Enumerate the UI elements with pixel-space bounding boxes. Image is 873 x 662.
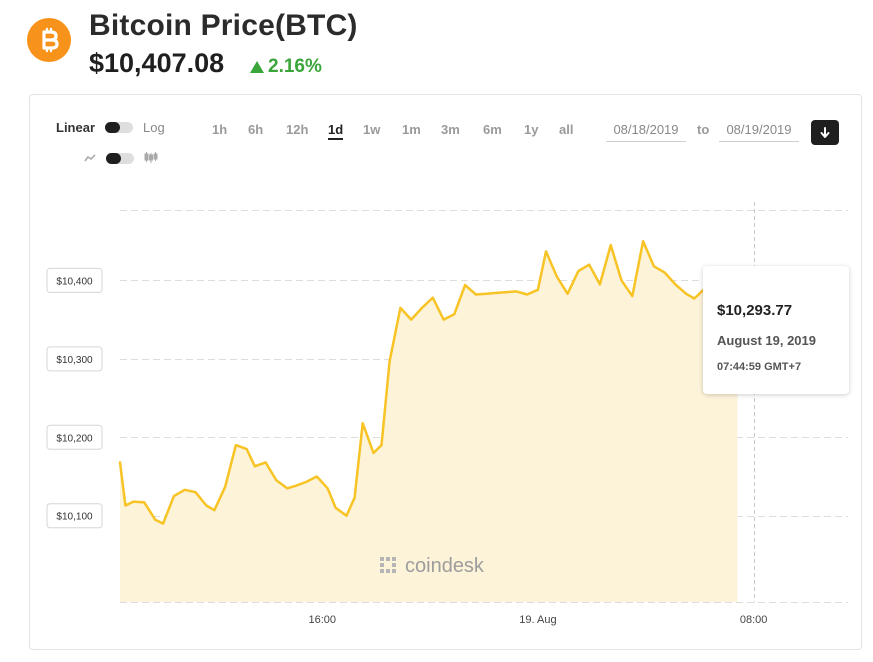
- download-arrow-icon: [820, 126, 830, 138]
- x-tick-label: 19. Aug: [519, 614, 556, 626]
- price-line: [118, 239, 739, 525]
- range-all[interactable]: all: [559, 122, 574, 137]
- chart-type-toggle: [84, 152, 158, 164]
- price-change: 2.16%: [250, 56, 322, 78]
- range-6h[interactable]: 6h: [248, 122, 264, 137]
- candlestick-icon[interactable]: [144, 152, 158, 164]
- range-1h[interactable]: 1h: [212, 122, 228, 137]
- y-tick-box: [46, 267, 103, 293]
- chart-type-switch[interactable]: [106, 152, 134, 164]
- y-axis: $10,100 $10,200 $10,300 $10,400: [46, 267, 103, 529]
- bitcoin-logo: [27, 18, 71, 62]
- range-1m[interactable]: 1m: [402, 122, 421, 137]
- line-chart-icon[interactable]: [84, 153, 96, 163]
- download-button[interactable]: [811, 120, 839, 145]
- x-tick-label: 08:00: [740, 614, 768, 626]
- range-1y[interactable]: 1y: [524, 122, 539, 137]
- x-tick-label: 16:00: [308, 614, 336, 626]
- price-area-fill: [120, 241, 738, 602]
- watermark-text: coindesk: [405, 555, 485, 577]
- scale-toggle-row: Linear Log: [56, 120, 165, 135]
- y-tick: $10,300: [46, 346, 103, 372]
- range-12h[interactable]: 12h: [286, 122, 309, 137]
- date-from-input[interactable]: 08/18/2019: [606, 120, 686, 142]
- y-tick: $10,100: [46, 503, 103, 529]
- scale-switch[interactable]: [105, 122, 134, 133]
- tooltip-price: $10,293.77: [717, 302, 793, 319]
- scale-log-label[interactable]: Log: [143, 120, 165, 135]
- range-1d[interactable]: 1d: [328, 122, 344, 140]
- price-change-value: 2.16%: [268, 56, 322, 77]
- x-axis: 16:00 19. Aug 08:00: [308, 614, 767, 626]
- y-tick-box: [46, 424, 103, 450]
- y-tick-box: [46, 503, 103, 529]
- price-tooltip: $10,293.77 August 19, 2019 07:44:59 GMT+…: [703, 266, 849, 394]
- y-tick-label: $10,100: [56, 512, 93, 523]
- date-to-input[interactable]: 08/19/2019: [719, 120, 799, 142]
- up-triangle-icon: [250, 61, 264, 73]
- page-title: Bitcoin Price(BTC): [89, 9, 358, 42]
- bitcoin-icon: [42, 27, 59, 53]
- y-tick-label: $10,400: [56, 276, 93, 287]
- range-1w[interactable]: 1w: [363, 122, 381, 137]
- y-tick-box: [46, 346, 103, 372]
- coindesk-watermark: coindesk: [380, 555, 485, 577]
- y-tick: $10,200: [46, 424, 103, 450]
- range-6m[interactable]: 6m: [483, 122, 502, 137]
- y-tick-label: $10,300: [56, 355, 93, 366]
- coindesk-logo-icon: [380, 557, 396, 573]
- current-price: $10,407.08: [89, 48, 225, 78]
- y-tick-label: $10,200: [56, 433, 93, 444]
- tooltip-time: 07:44:59 GMT+7: [717, 361, 802, 373]
- scale-linear-label[interactable]: Linear: [56, 120, 96, 135]
- tooltip-date: August 19, 2019: [717, 333, 816, 348]
- y-tick: $10,400: [46, 267, 103, 293]
- date-to-label: to: [697, 122, 710, 137]
- range-3m[interactable]: 3m: [441, 122, 460, 137]
